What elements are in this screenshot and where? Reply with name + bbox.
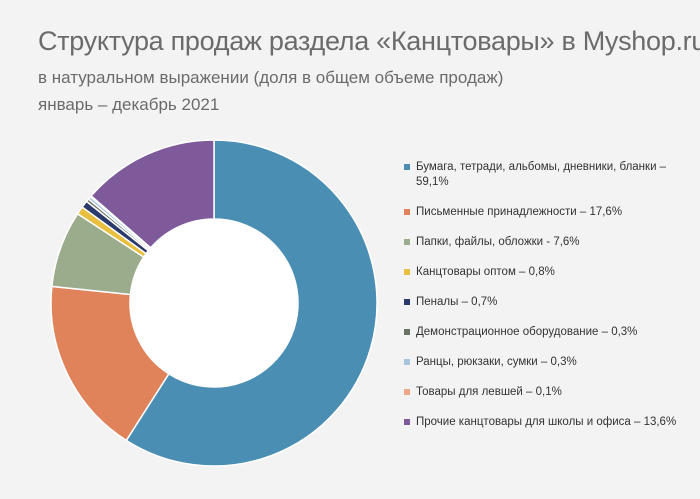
legend-label: Пеналы – 0,7% [416,296,498,308]
legend-item: Пеналы – 0,7% [404,295,694,310]
legend-swatch [404,329,410,335]
legend-item: Демонстрационное оборудование – 0,3% [404,325,694,340]
chart-title: Структура продаж раздела «Канцтовары» в … [38,26,700,56]
chart-legend: Бумага, тетради, альбомы, дневники, блан… [404,160,694,445]
donut-hole [130,219,298,387]
legend-swatch [404,209,410,215]
legend-label: Ранцы, рюкзаки, сумки – 0,3% [416,356,577,368]
legend-item: Ранцы, рюкзаки, сумки – 0,3% [404,355,694,370]
chart-subtitle: в натуральном выражении (доля в общем об… [38,68,504,87]
legend-swatch [404,164,410,170]
legend-swatch [404,269,410,275]
legend-label: Прочие канцтовары для школы и офиса – 13… [416,416,677,428]
legend-label: Канцтовары оптом – 0,8% [416,266,555,278]
legend-swatch [404,419,410,425]
legend-item: Бумага, тетради, альбомы, дневники, блан… [404,160,694,190]
legend-item: Папки, файлы, обложки - 7,6% [404,235,694,250]
legend-label: Папки, файлы, обложки - 7,6% [416,236,580,248]
legend-swatch [404,359,410,365]
legend-swatch [404,239,410,245]
legend-label: Товары для левшей – 0,1% [416,386,562,398]
chart-period: январь – декабрь 2021 [38,95,220,114]
legend-swatch [404,299,410,305]
legend-item: Прочие канцтовары для школы и офиса – 13… [404,415,694,430]
legend-label: Письменные принадлежности – 17,6% [416,206,623,218]
legend-label: Демонстрационное оборудование – 0,3% [416,326,638,338]
legend-label: Бумага, тетради, альбомы, дневники, блан… [416,161,667,188]
legend-item: Письменные принадлежности – 17,6% [404,205,694,220]
legend-item: Канцтовары оптом – 0,8% [404,265,694,280]
legend-item: Товары для левшей – 0,1% [404,385,694,400]
legend-swatch [404,389,410,395]
